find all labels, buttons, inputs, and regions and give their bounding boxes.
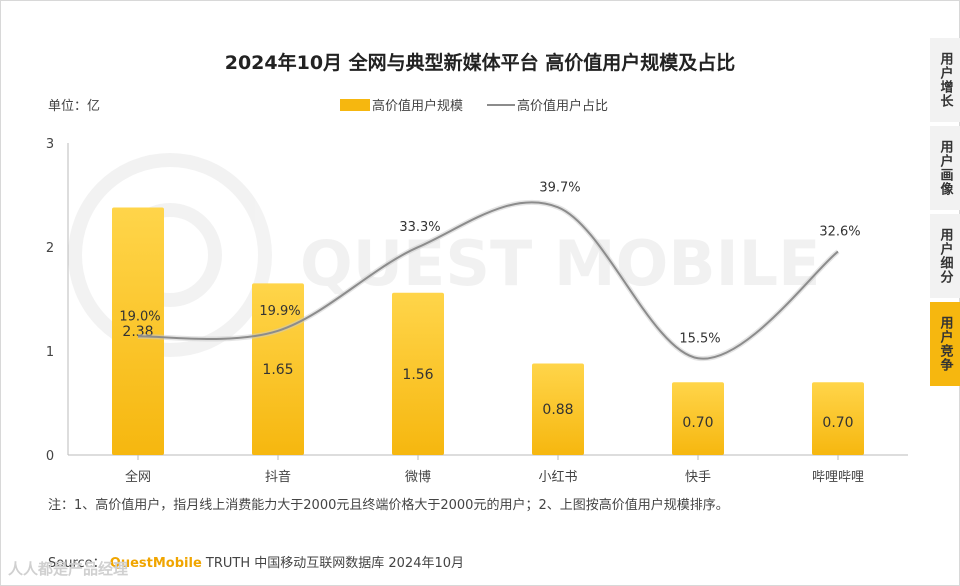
line-value-label: 19.0% — [119, 309, 160, 324]
footnote: 注：1、高价值用户，指月线上消费能力大于2000元且终端价格大于2000元的用户… — [48, 498, 729, 513]
bar-value-label: 0.88 — [542, 402, 573, 418]
y-tick-label: 1 — [46, 345, 54, 360]
line-series-shadow — [137, 199, 840, 361]
x-tick-label: 哔哩哔哩 — [812, 470, 864, 485]
line-value-label: 39.7% — [539, 180, 580, 195]
y-tick-label: 0 — [46, 449, 54, 464]
line-value-label: 15.5% — [679, 331, 720, 346]
tab-user-portrait[interactable]: 用户画像 — [930, 126, 960, 210]
source-line: Source： QuestMobile TRUTH 中国移动互联网数据库 202… — [48, 552, 464, 571]
x-tick-label: 抖音 — [265, 469, 291, 485]
legend: 高价值用户规模 高价值用户占比 — [340, 95, 608, 114]
legend-bar-swatch — [340, 98, 370, 111]
bar — [672, 382, 724, 455]
source-prefix: Source： — [48, 556, 106, 571]
x-tick-label: 全网 — [125, 469, 151, 485]
bar — [812, 382, 864, 455]
line-value-label: 33.3% — [399, 220, 440, 235]
bar — [112, 207, 164, 455]
x-tick-label: 微博 — [405, 470, 431, 485]
bar-value-label: 1.56 — [402, 367, 433, 383]
corner-watermark: 人人都是产品经理 — [8, 560, 129, 578]
source-suffix: TRUTH 中国移动互联网数据库 2024年10月 — [205, 556, 465, 571]
bar-value-label: 0.70 — [822, 415, 853, 431]
line-value-label: 19.9% — [259, 304, 300, 319]
chart-title: 2024年10月 全网与典型新媒体平台 高价值用户规模及占比 — [224, 52, 736, 74]
bar — [532, 363, 584, 455]
tab-user-segment[interactable]: 用户细分 — [930, 214, 960, 298]
tab-user-growth[interactable]: 用户增长 — [930, 38, 960, 122]
tab-user-competition[interactable]: 用户竞争 — [930, 302, 960, 386]
unit-label: 单位：亿 — [48, 99, 101, 114]
line-value-label: 32.6% — [819, 225, 860, 240]
x-tick-label: 快手 — [685, 470, 711, 485]
x-tick-label: 小红书 — [538, 469, 577, 485]
y-tick-label: 2 — [46, 241, 54, 256]
bar-value-label: 0.70 — [682, 415, 713, 431]
line-series — [137, 201, 839, 360]
source-brand: QuestMobile — [109, 556, 202, 571]
bar — [392, 292, 444, 455]
legend-bar-label: 高价值用户规模 — [372, 99, 464, 114]
side-tabs: 用户增长 用户画像 用户细分 用户竞争 — [930, 38, 960, 390]
bar-value-label: 1.65 — [262, 362, 293, 378]
legend-line-label: 高价值用户占比 — [517, 99, 609, 114]
legend-line-swatch — [487, 103, 516, 106]
y-tick-label: 3 — [46, 137, 54, 152]
